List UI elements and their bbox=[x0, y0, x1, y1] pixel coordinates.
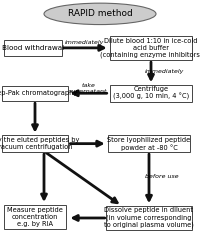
FancyBboxPatch shape bbox=[110, 85, 192, 102]
Text: Blood withdrawal: Blood withdrawal bbox=[2, 45, 64, 51]
FancyBboxPatch shape bbox=[2, 85, 68, 101]
Text: immediately: immediately bbox=[144, 69, 184, 74]
Text: Store lyophilized peptide
powder at -80 °C: Store lyophilized peptide powder at -80 … bbox=[107, 137, 191, 151]
FancyBboxPatch shape bbox=[110, 36, 192, 60]
FancyBboxPatch shape bbox=[106, 206, 192, 230]
Text: Dry the eluted peptides by
vacuum centrifugation: Dry the eluted peptides by vacuum centri… bbox=[0, 137, 80, 150]
Text: RAPID method: RAPID method bbox=[68, 9, 132, 18]
FancyBboxPatch shape bbox=[2, 135, 68, 152]
Text: before use: before use bbox=[145, 174, 179, 179]
FancyBboxPatch shape bbox=[4, 205, 66, 229]
Ellipse shape bbox=[44, 3, 156, 25]
Text: Dissolve peptide in diluent
(in volume corresponding
to original plasma volume): Dissolve peptide in diluent (in volume c… bbox=[104, 207, 194, 229]
Text: Dilute blood 1:10 in ice-cold
acid buffer
(containing enzyme inhibitors): Dilute blood 1:10 in ice-cold acid buffe… bbox=[100, 38, 200, 58]
Text: Measure peptide
concentration
e.g. by RIA: Measure peptide concentration e.g. by RI… bbox=[7, 207, 63, 227]
FancyBboxPatch shape bbox=[4, 40, 62, 55]
FancyBboxPatch shape bbox=[108, 135, 190, 152]
Text: Centrifuge
(3,000 g, 10 min, 4 °C): Centrifuge (3,000 g, 10 min, 4 °C) bbox=[113, 86, 189, 100]
Text: take
supernatant: take supernatant bbox=[69, 83, 108, 93]
Text: immediately: immediately bbox=[65, 40, 104, 45]
Text: Sep-Pak chromatography: Sep-Pak chromatography bbox=[0, 90, 77, 96]
